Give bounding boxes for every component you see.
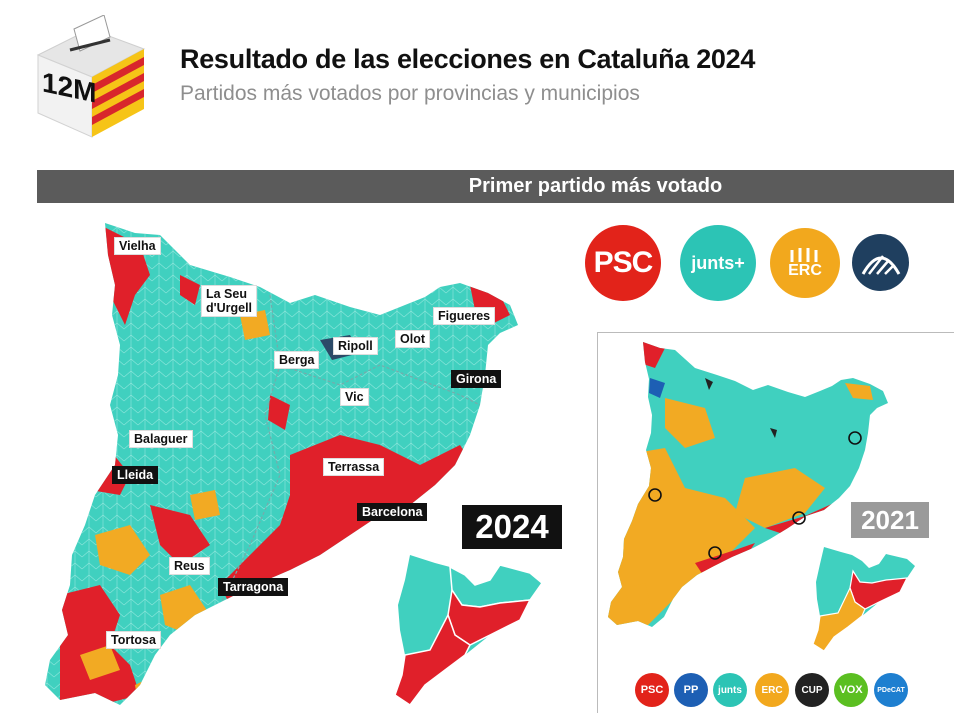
legend-2021-junts-label: junts [718,684,742,696]
city-label-vielha: Vielha [114,237,161,255]
city-label-tarragona: Tarragona [218,578,289,596]
ballot-box-icon [30,14,150,140]
mini-map-2021 [810,540,920,658]
city-label-reus: Reus [169,557,210,575]
section-banner: Primer partido más votado [37,170,954,203]
city-label-barcelona: Barcelona [357,503,428,521]
legend-2021-cup: CUP [795,673,829,707]
city-label-lleida: Lleida [112,466,159,484]
erc-logo-label: ERC [788,262,822,279]
map-2021 [605,338,905,628]
legend-2021-vox: VOX [834,673,868,707]
city-label-la-seu-durgell: La Seu d'Urgell [201,285,258,317]
legend-2021-pp: PP [674,673,708,707]
city-label-ripoll: Ripoll [333,337,378,355]
city-label-vic: Vic [340,388,369,406]
city-label-balaguer: Balaguer [129,430,193,448]
legend-2021-psc-label: PSC [640,684,664,696]
city-label-berga: Berga [274,351,320,369]
legend-2021-cup-label: CUP [801,684,823,696]
psc-logo: PSC [585,225,661,301]
inset-2021-panel [597,332,954,713]
page-title: Resultado de las elecciones en Cataluña … [180,44,756,74]
junts-logo: junts+ [680,225,756,301]
legend-2021-vox-label: VOX [839,684,863,696]
city-label-tortosa: Tortosa [106,631,161,649]
legend-2021-erc-label: ERC [761,684,783,696]
legend-2021-pdecat-label: PDeCAT [877,686,905,694]
city-label-girona: Girona [451,370,502,388]
banner-label: Primer partido más votado [468,175,723,197]
year-label-2024: 2024 [462,505,562,549]
city-label-terrassa: Terrassa [323,458,385,476]
junts-logo-label: junts+ [691,252,745,273]
legend-2021-pp-label: PP [683,684,699,696]
map-2024 [40,215,570,715]
city-label-figueres: Figueres [433,307,496,325]
legend-2021-psc: PSC [635,673,669,707]
aliança-catalana-icon [852,234,909,291]
mini-map-2024 [390,545,550,715]
city-label-olot: Olot [395,330,430,348]
year-label-2021: 2021 [851,502,929,538]
page-subtitle: Partidos más votados por provincias y mu… [180,82,640,105]
legend-2021-erc: ERC [755,673,789,707]
legend-2021-junts: junts [713,673,747,707]
legend-2021-pdecat: PDeCAT [874,673,908,707]
erc-logo: ERC [770,228,840,298]
psc-logo-label: PSC [593,246,654,279]
